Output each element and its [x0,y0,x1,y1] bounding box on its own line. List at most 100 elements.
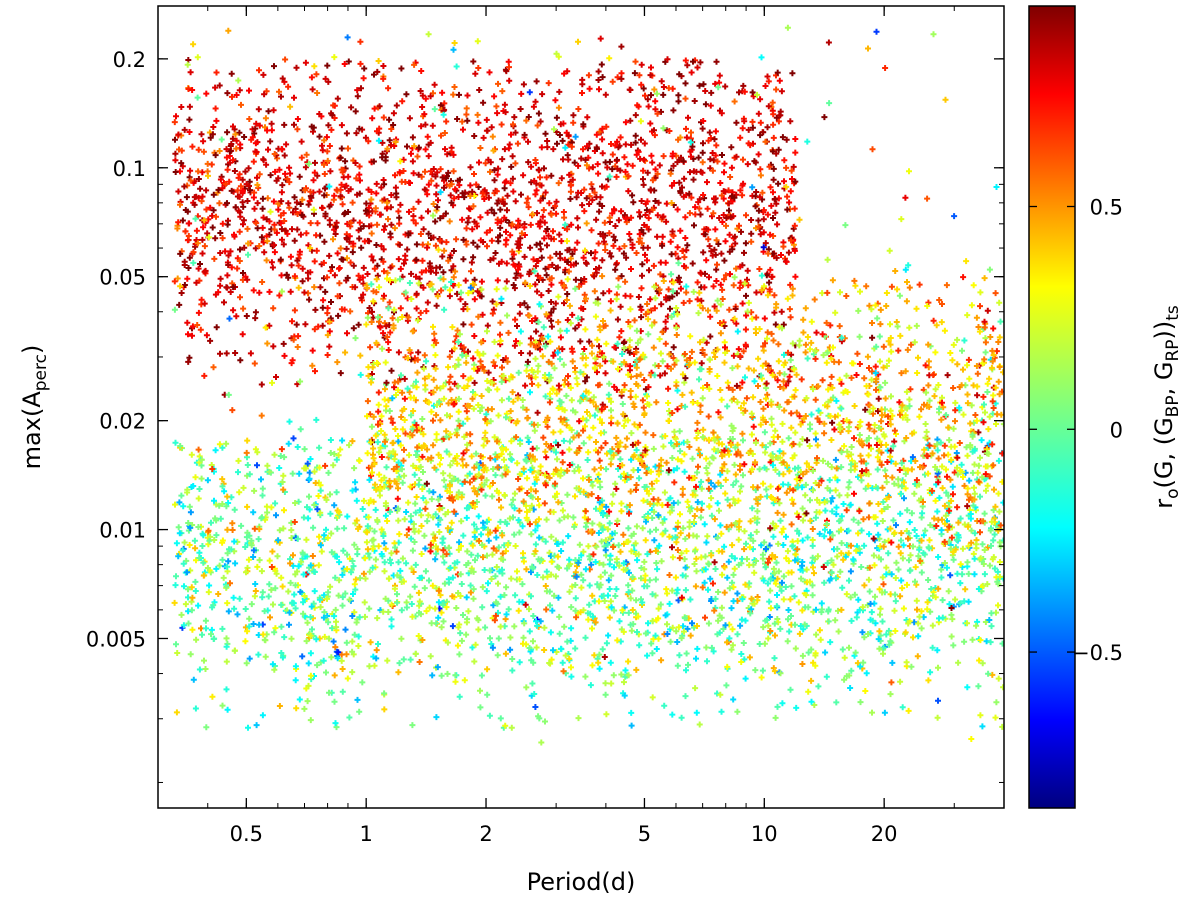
scatter-point [644,169,651,176]
scatter-point [697,59,704,66]
scatter-point [321,171,328,177]
scatter-point [770,189,776,196]
scatter-point [247,187,253,194]
scatter-point [298,154,305,161]
scatter-point [353,175,360,182]
scatter-point [453,333,460,340]
scatter-point [450,263,457,270]
scatter-point [246,178,253,185]
scatter-point [263,88,270,95]
scatter-point [432,242,439,249]
scatter-point [468,259,475,266]
scatter-point [406,208,412,215]
scatter-point [512,129,519,136]
scatter-point [422,95,429,102]
scatter-point [181,126,188,133]
scatter-point [719,152,725,158]
scatter-point [393,102,400,109]
scatter-point [275,206,282,213]
scatter-point [460,373,467,380]
scatter-point [773,86,780,93]
scatter-point [785,249,792,256]
scatter-point [518,230,525,237]
scatter-point [172,136,178,143]
scatter-point [295,284,302,291]
scatter-point [321,192,328,199]
scatter-point [491,362,498,369]
scatter-point [501,101,508,108]
scatter-point [682,80,689,87]
scatter-point [418,68,425,74]
scatter-point [510,188,517,195]
scatter-point [781,157,788,164]
scatter-point [408,270,415,277]
scatter-point [441,247,448,254]
scatter-point [542,189,549,196]
scatter-point [743,292,749,299]
scatter-point [788,167,795,174]
scatter-point [203,187,210,194]
scatter-point [197,185,204,192]
scatter-point [184,208,191,215]
scatter-point [561,70,568,77]
scatter-point [261,249,268,256]
scatter-point [570,119,577,126]
scatter-point [560,156,566,163]
scatter-point [408,150,414,157]
scatter-point [395,349,402,356]
scatter-point [585,72,592,79]
scatter-point [616,245,623,252]
scatter-point [532,157,539,163]
scatter-point [359,274,366,281]
scatter-point [193,227,200,234]
scatter-point [456,176,463,183]
scatter-point [612,237,619,244]
scatter-point [644,244,651,251]
scatter-point [652,106,659,113]
scatter-point [580,254,587,261]
scatter-point [509,153,516,160]
scatter-point [647,296,654,303]
scatter-point [613,173,620,180]
scatter-point [209,224,216,231]
scatter-point [610,242,617,249]
scatter-point [652,166,659,173]
scatter-point [739,125,746,132]
scatter-point [586,201,593,207]
scatter-point [532,315,539,322]
scatter-point [204,168,211,175]
scatter-point [700,81,707,88]
scatter-point [314,90,321,96]
scatter-point [704,382,711,388]
scatter-point [596,208,603,215]
scatter-point [349,249,356,256]
scatter-point [572,276,579,283]
scatter-point [337,245,344,252]
scatter-point [279,182,286,189]
scatter-point [296,248,303,255]
scatter-point [357,60,364,67]
scatter-point [497,224,504,231]
scatter-point [273,374,279,380]
scatter-point [711,136,718,143]
scatter-point [561,214,568,221]
scatter-point [644,301,651,307]
scatter-point [638,285,645,292]
scatter-point [378,184,385,191]
scatter-point [532,263,539,270]
scatter-point [752,159,759,166]
scatter-point [714,261,720,268]
scatter-point [179,163,186,170]
scatter-point [738,228,744,235]
scatter-point [583,220,590,227]
scatter-point [418,173,425,180]
scatter-point [690,176,697,183]
scatter-point [396,169,403,176]
scatter-point [658,108,664,115]
scatter-point [268,259,275,266]
scatter-point [259,195,266,202]
scatter-point [356,171,363,178]
scatter-point [397,305,404,312]
scatter-point [397,265,404,272]
scatter-point [696,205,703,212]
